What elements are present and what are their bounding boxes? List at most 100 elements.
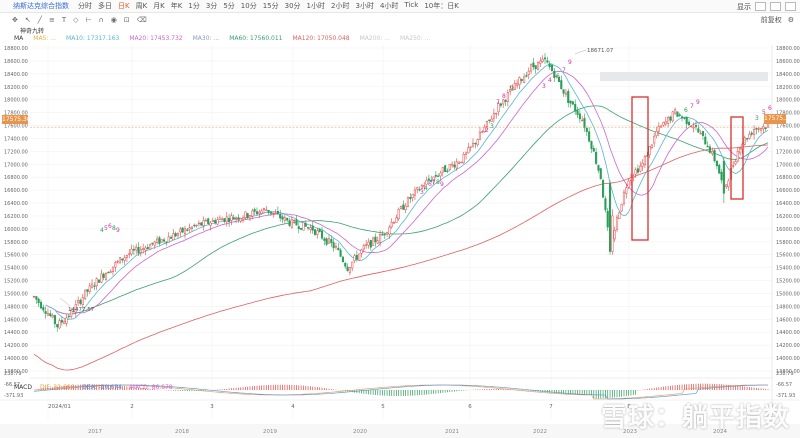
candle-body xyxy=(527,70,530,75)
period-tab-17[interactable]: 10年：日K xyxy=(424,2,459,10)
period-tab-9[interactable]: 10分 xyxy=(240,2,257,10)
current-price-right: 17575.30 xyxy=(764,114,793,124)
period-tab-5[interactable]: 年K xyxy=(170,2,183,10)
candle-body xyxy=(174,233,177,237)
period-tab-3[interactable]: 周K xyxy=(135,2,148,10)
candle-body xyxy=(304,223,307,227)
macd-label[interactable]: MACD xyxy=(14,384,32,391)
annotation-box-2[interactable] xyxy=(730,116,744,200)
candle-body xyxy=(97,279,101,283)
period-tab-13[interactable]: 2小时 xyxy=(331,2,350,10)
candle-body xyxy=(214,220,217,224)
period-tab-12[interactable]: 1小时 xyxy=(306,2,326,10)
candle-body xyxy=(348,267,351,273)
candle-body xyxy=(557,76,560,82)
range-scroller[interactable] xyxy=(0,424,800,438)
lock-icon[interactable]: ⊡ xyxy=(123,15,130,24)
right-axis-tick: 15800.00 xyxy=(776,240,800,246)
candle-body xyxy=(269,211,272,214)
candle-body xyxy=(585,127,588,132)
candle-body xyxy=(316,230,319,235)
candle-body xyxy=(392,221,396,224)
candle-body xyxy=(35,296,38,300)
time-axis-label: 7 xyxy=(549,404,553,410)
high-annotation: 18671.07 xyxy=(587,48,614,54)
close-icon[interactable] xyxy=(785,2,796,11)
text-icon[interactable]: T xyxy=(61,15,67,24)
candle-body xyxy=(718,164,721,174)
macd-dif: DIF: 32.666 xyxy=(40,384,75,391)
cursor-icon[interactable]: ↖ xyxy=(24,15,31,24)
period-tab-16[interactable]: Tick xyxy=(404,1,419,9)
candle-body xyxy=(353,255,356,261)
nine-turn-label[interactable]: 神奇九转 xyxy=(20,28,45,35)
candle-body xyxy=(692,126,695,129)
candle-body xyxy=(176,233,180,236)
candle-body xyxy=(583,118,586,129)
time-axis-label: 8 xyxy=(627,404,631,410)
period-tab-0[interactable]: 分时 xyxy=(78,2,92,10)
shape-icon[interactable]: ◇ xyxy=(73,15,79,24)
candle-body xyxy=(757,128,760,130)
candle-body xyxy=(541,58,544,62)
period-tab-15[interactable]: 4小时 xyxy=(379,2,399,10)
candle-body xyxy=(697,128,700,133)
candle-body xyxy=(483,126,486,132)
ma30-value: MA30: ... xyxy=(192,35,220,42)
candle-body xyxy=(74,304,77,313)
magnet-icon[interactable]: ∩ xyxy=(98,15,104,24)
trend-line-icon[interactable]: ╱ xyxy=(37,15,42,24)
candle-body xyxy=(295,219,298,226)
macd-indicator-row: MACD DIF: 32.666 DEA: -10.674 MACD: 86.6… xyxy=(0,384,173,393)
candle-body xyxy=(320,230,324,239)
period-tab-6[interactable]: 1分 xyxy=(188,2,200,10)
candle-body xyxy=(193,224,196,227)
period-tab-4[interactable]: 月K xyxy=(153,2,165,10)
maximize-icon[interactable] xyxy=(770,2,781,11)
period-tab-7[interactable]: 3分 xyxy=(205,2,218,10)
candle-body xyxy=(330,239,333,244)
candle-body xyxy=(397,209,400,220)
candle-body xyxy=(232,217,235,219)
fib-icon[interactable]: ≡ xyxy=(48,15,55,24)
time-axis-label: 2 xyxy=(130,404,134,410)
candle-body xyxy=(142,248,145,250)
nine-turn-marker: 7 xyxy=(562,67,566,74)
period-tab-10[interactable]: 15分 xyxy=(262,2,279,10)
candle-body xyxy=(546,60,549,63)
candle-body xyxy=(183,228,187,234)
period-tab-1[interactable]: 多日 xyxy=(98,2,112,10)
ruler-icon[interactable]: ⊢ xyxy=(85,15,92,24)
ma200-value: MA200: ... xyxy=(359,35,390,42)
trash-icon[interactable]: ⌫ xyxy=(136,15,147,24)
right-axis-tick: 17600.00 xyxy=(776,124,800,130)
move-icon[interactable]: ✥ xyxy=(12,15,18,24)
candle-body xyxy=(402,204,405,210)
candle-body xyxy=(597,165,600,171)
period-tab-2[interactable]: 日K xyxy=(118,2,130,10)
nine-turn-marker: 6 xyxy=(556,73,560,80)
candle-body xyxy=(165,241,168,243)
candle-body xyxy=(441,167,444,173)
period-tab-14[interactable]: 3小时 xyxy=(355,2,374,10)
candle-body xyxy=(739,148,742,154)
display-menu[interactable]: 显示 xyxy=(737,2,751,11)
minimize-icon[interactable] xyxy=(755,2,766,11)
settings-icon[interactable]: ⚙ xyxy=(787,15,794,24)
ma-label[interactable]: MA xyxy=(14,35,24,42)
nine-turn-marker: 6 xyxy=(428,181,432,188)
candle-body xyxy=(70,309,73,317)
candle-body xyxy=(764,127,767,129)
adjust-mode[interactable]: 前复权 xyxy=(760,15,782,24)
candle-body xyxy=(687,121,691,126)
period-tab-8[interactable]: 5分 xyxy=(223,2,235,10)
period-tab-11[interactable]: 30分 xyxy=(284,2,301,10)
candle-body xyxy=(32,295,36,298)
annotation-box-1[interactable] xyxy=(631,96,649,241)
candle-body xyxy=(418,189,421,191)
eye-icon[interactable]: ◉ xyxy=(110,15,117,24)
candle-body xyxy=(399,206,403,209)
candle-body xyxy=(297,226,300,230)
candle-body xyxy=(334,246,338,248)
